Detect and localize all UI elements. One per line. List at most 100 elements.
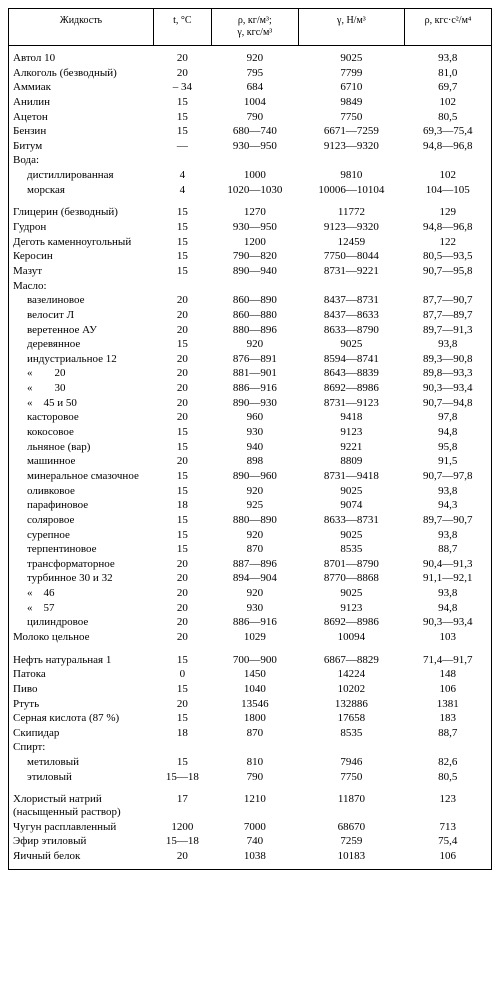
cell-name: метиловый [9, 755, 154, 770]
table-row: « 4620920902593,8 [9, 586, 492, 601]
cell-t: 15 [153, 264, 211, 279]
cell-gamma: 9810 [298, 168, 404, 183]
cell-rho: 790 [211, 770, 298, 785]
table-spacer [9, 197, 492, 205]
cell-t: 20 [153, 697, 211, 712]
cell-gamma: 8633—8790 [298, 323, 404, 338]
cell-p: 71,4—91,7 [405, 653, 492, 668]
cell-t: 18 [153, 726, 211, 741]
table-row: Битум—930—9509123—932094,8—96,8 [9, 139, 492, 154]
cell-p: 69,3—75,4 [405, 124, 492, 139]
cell-t: 15 [153, 110, 211, 125]
cell-gamma: 7750 [298, 770, 404, 785]
cell-name: Серная кислота (87 %) [9, 711, 154, 726]
cell-gamma: 8731—9123 [298, 396, 404, 411]
table-row: Эфир этиловый15—18740725975,4 [9, 834, 492, 849]
cell-gamma: 9123—9320 [298, 139, 404, 154]
cell-p [405, 740, 492, 755]
cell-p: 90,3—93,4 [405, 381, 492, 396]
cell-t: 0 [153, 667, 211, 682]
cell-t: 15 [153, 469, 211, 484]
cell-name: Пиво [9, 682, 154, 697]
table-row: метиловый15810794682,6 [9, 755, 492, 770]
cell-rho: 930 [211, 601, 298, 616]
cell-rho: 13546 [211, 697, 298, 712]
cell-gamma: 6867—8829 [298, 653, 404, 668]
cell-rho: 920 [211, 46, 298, 66]
cell-rho: 1040 [211, 682, 298, 697]
table-row: дистиллированная410009810102 [9, 168, 492, 183]
cell-p: 88,7 [405, 542, 492, 557]
cell-name: « 45 и 50 [9, 396, 154, 411]
cell-rho [211, 279, 298, 294]
cell-name: Мазут [9, 264, 154, 279]
table-row: машинное20898880991,5 [9, 454, 492, 469]
cell-p: 123 [405, 792, 492, 819]
cell-p: 102 [405, 168, 492, 183]
cell-gamma [298, 153, 404, 168]
cell-t: 15—18 [153, 770, 211, 785]
cell-t: 15 [153, 682, 211, 697]
cell-gamma: 17658 [298, 711, 404, 726]
cell-rho: 920 [211, 337, 298, 352]
cell-gamma: 9025 [298, 46, 404, 66]
cell-gamma: 7799 [298, 66, 404, 81]
cell-name: соляровое [9, 513, 154, 528]
cell-gamma: 8437—8731 [298, 293, 404, 308]
cell-t [153, 153, 211, 168]
cell-rho: 1800 [211, 711, 298, 726]
cell-name: « 20 [9, 366, 154, 381]
cell-rho: 880—896 [211, 323, 298, 338]
cell-p: 80,5 [405, 110, 492, 125]
cell-name: Молоко цельное [9, 630, 154, 645]
cell-p: 89,7—90,7 [405, 513, 492, 528]
table-row: « 45 и 5020890—9308731—912390,7—94,8 [9, 396, 492, 411]
table-row: деревянное15920902593,8 [9, 337, 492, 352]
cell-rho [211, 740, 298, 755]
cell-rho [211, 153, 298, 168]
cell-rho: 1000 [211, 168, 298, 183]
cell-gamma: 6671—7259 [298, 124, 404, 139]
cell-rho: 810 [211, 755, 298, 770]
cell-name: морская [9, 183, 154, 198]
cell-gamma: 68670 [298, 820, 404, 835]
cell-t: 18 [153, 498, 211, 513]
table-row: Анилин1510049849102 [9, 95, 492, 110]
cell-t: 20 [153, 66, 211, 81]
cell-p: 1381 [405, 697, 492, 712]
col-header-name: Жидкость [9, 9, 154, 46]
cell-t: – 34 [153, 80, 211, 95]
cell-name: этиловый [9, 770, 154, 785]
cell-name: Чугун расплавленный [9, 820, 154, 835]
cell-rho: 1210 [211, 792, 298, 819]
cell-p: 93,8 [405, 337, 492, 352]
col-header-t: t, °C [153, 9, 211, 46]
cell-p: 90,4—91,3 [405, 557, 492, 572]
cell-t: 15—18 [153, 834, 211, 849]
table-row: парафиновое18925907494,3 [9, 498, 492, 513]
cell-rho: 1038 [211, 849, 298, 869]
table-row: Аммиак– 34684671069,7 [9, 80, 492, 95]
cell-gamma: 7750 [298, 110, 404, 125]
table-row: турбинное 30 и 3220894—9048770—886891,1—… [9, 571, 492, 586]
cell-p [405, 153, 492, 168]
cell-name: Анилин [9, 95, 154, 110]
cell-t: 15 [153, 513, 211, 528]
cell-rho: 887—896 [211, 557, 298, 572]
cell-name: веретенное АУ [9, 323, 154, 338]
cell-t: 15 [153, 528, 211, 543]
cell-rho: 680—740 [211, 124, 298, 139]
table-row: льняное (вар)15940922195,8 [9, 440, 492, 455]
cell-name: Гудрон [9, 220, 154, 235]
cell-rho: 894—904 [211, 571, 298, 586]
cell-name: трансформаторное [9, 557, 154, 572]
table-body: Автол 1020920902593,8Алкоголь (безводный… [9, 46, 492, 870]
cell-name: терпентиновое [9, 542, 154, 557]
cell-t: 17 [153, 792, 211, 819]
cell-t: 20 [153, 352, 211, 367]
cell-t: 15 [153, 220, 211, 235]
cell-t: 15 [153, 95, 211, 110]
cell-gamma [298, 279, 404, 294]
table-row: цилиндровое20886—9168692—898690,3—93,4 [9, 615, 492, 630]
liquids-properties-table: Жидкость t, °C ρ, кг/м³;γ, кгс/м³ γ, Н/м… [8, 8, 492, 870]
